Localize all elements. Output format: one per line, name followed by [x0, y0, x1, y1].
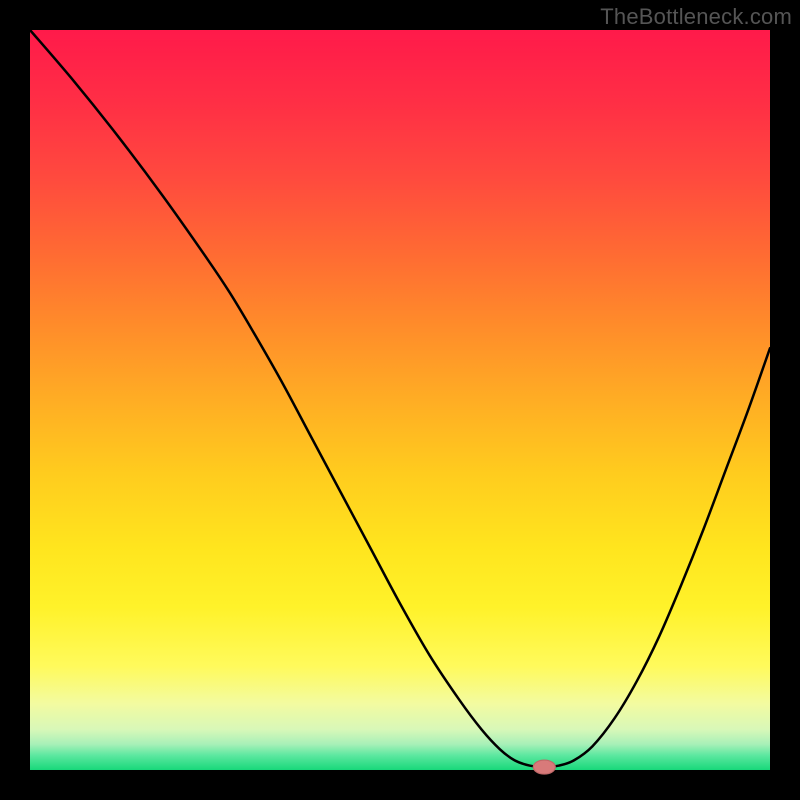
chart-background — [30, 30, 770, 770]
watermark-text: TheBottleneck.com — [600, 4, 792, 30]
bottleneck-chart — [0, 0, 800, 800]
chart-container: TheBottleneck.com — [0, 0, 800, 800]
optimum-marker — [533, 760, 555, 774]
